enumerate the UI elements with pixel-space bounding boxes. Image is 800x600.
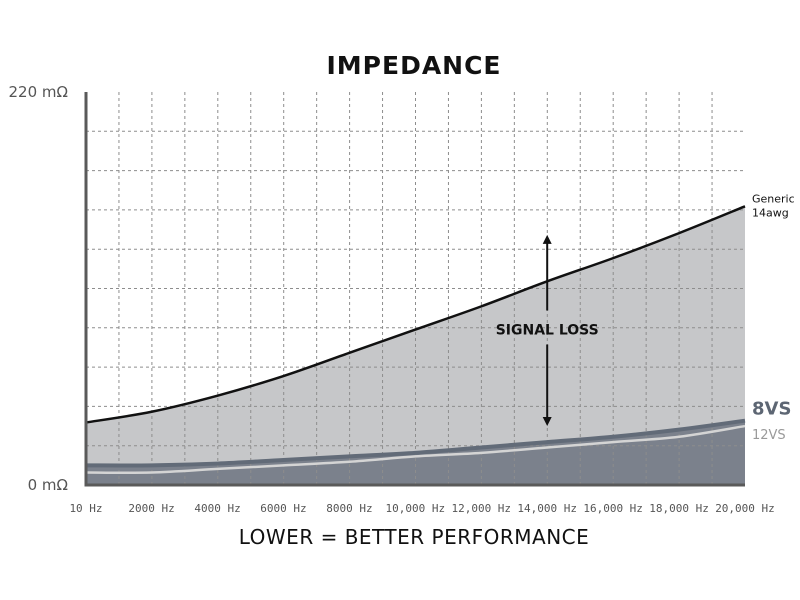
- annotation-text: SIGNAL LOSS: [496, 322, 599, 338]
- x-tick-label: 4000 Hz: [194, 502, 240, 515]
- grid-lines: [86, 92, 745, 485]
- x-tick-label: 12,000 Hz: [451, 502, 511, 515]
- series-lines: [85, 205, 746, 475]
- series-label-generic-14awg: 14awg: [752, 206, 789, 219]
- y-axis-ticks: 0 mΩ 220 mΩ: [9, 83, 68, 494]
- x-tick-label: 16,000 Hz: [583, 502, 643, 515]
- series-line-1: [85, 418, 746, 468]
- plot-frame: [84, 92, 745, 487]
- x-tick-label: 10 Hz: [69, 502, 102, 515]
- x-tick-label: 18,000 Hz: [649, 502, 709, 515]
- x-tick-label: 20,000 Hz: [715, 502, 775, 515]
- chart-title: IMPEDANCE: [326, 51, 501, 80]
- series-line-0: [85, 205, 746, 424]
- annotation-arrowhead-up: [542, 234, 552, 244]
- annotation-arrowhead-down: [542, 417, 552, 427]
- annotations: SIGNAL LOSS: [496, 234, 599, 427]
- x-tick-label: 10,000 Hz: [386, 502, 446, 515]
- x-tick-label: 14,000 Hz: [517, 502, 577, 515]
- x-tick-label: 6000 Hz: [260, 502, 306, 515]
- x-tick-label: 2000 Hz: [128, 502, 174, 515]
- y-tick-label: 0 mΩ: [28, 476, 68, 494]
- y-tick-label: 220 mΩ: [9, 83, 68, 101]
- series-label-12vs: 12VS: [752, 428, 786, 443]
- x-tick-label: 8000 Hz: [326, 502, 372, 515]
- x-axis-ticks: 10 Hz 2000 Hz 4000 Hz 6000 Hz 8000 Hz 10,000 …: [69, 502, 774, 515]
- series-label-8vs: 8VS: [752, 399, 791, 420]
- series-line-2: [85, 424, 746, 475]
- chart-subtitle: LOWER = BETTER PERFORMANCE: [239, 525, 590, 549]
- series-label-generic-14awg: Generic: [752, 192, 795, 205]
